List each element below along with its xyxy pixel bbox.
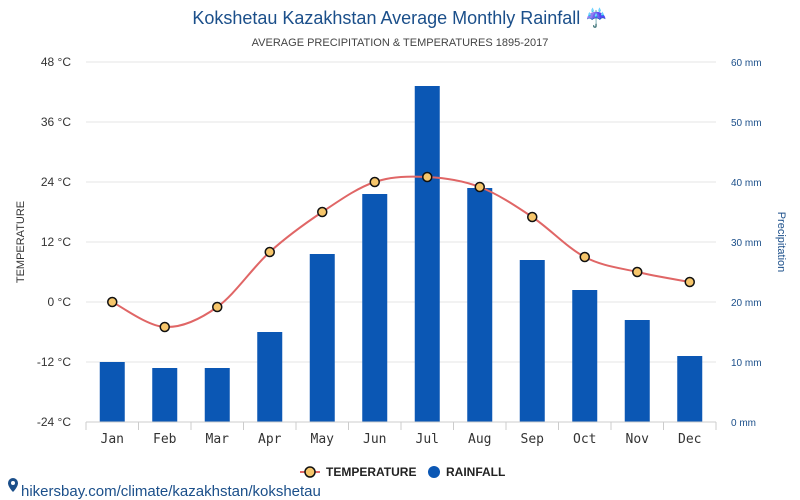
temperature-point xyxy=(684,276,695,288)
rainfall-bar xyxy=(309,254,335,422)
source-link[interactable]: hikersbay.com/climate/kazakhstan/kokshet… xyxy=(8,478,321,500)
chart-title: Kokshetau Kazakhstan Average Monthly Rai… xyxy=(192,7,607,28)
right-axis-title: Precipitation xyxy=(775,212,787,273)
temperature-point xyxy=(632,266,643,278)
rainfall-bar xyxy=(624,320,650,422)
x-tick-label: Sep xyxy=(521,432,545,447)
x-tick-label: Feb xyxy=(153,432,177,447)
rainfall-bar xyxy=(677,356,703,422)
legend-temperature-label: TEMPERATURE xyxy=(326,465,416,479)
x-tick-label: Jul xyxy=(416,432,439,447)
left-tick-label: 24 °C xyxy=(41,175,71,189)
temperature-point xyxy=(579,251,590,263)
left-axis-ticks: 48 °C 36 °C 24 °C 12 °C 0 °C -12 °C -24 °C xyxy=(37,55,71,429)
temperature-point xyxy=(107,296,118,308)
x-tick-label: Jan xyxy=(101,432,124,447)
temperature-point xyxy=(317,206,328,218)
x-tick-label: Aug xyxy=(468,432,491,447)
legend-rainfall-marker xyxy=(428,466,440,478)
rainfall-bar xyxy=(257,332,283,422)
right-tick-label: 20 mm xyxy=(731,298,762,309)
rainfall-bar xyxy=(572,290,598,422)
legend-temperature-marker xyxy=(304,466,316,478)
x-tick-label: Apr xyxy=(258,432,282,447)
right-axis-ticks: 60 mm 50 mm 40 mm 30 mm 20 mm 10 mm 0 mm xyxy=(731,58,762,429)
chart-subtitle: AVERAGE PRECIPITATION & TEMPERATURES 189… xyxy=(252,37,549,49)
temperature-point xyxy=(264,246,275,258)
x-axis: Jan Feb Mar Apr May Jun Jul Aug Sep Oct Nov Dec xyxy=(85,421,717,447)
left-tick-label: 36 °C xyxy=(41,115,71,129)
grid-lines xyxy=(86,61,716,423)
rainfall-bar xyxy=(99,362,125,422)
legend: TEMPERATURE RAINFALL xyxy=(300,465,505,479)
temperature-point xyxy=(527,211,538,223)
temperature-point xyxy=(422,171,433,183)
rainfall-bar xyxy=(362,194,388,422)
legend-rainfall-label: RAINFALL xyxy=(446,465,505,479)
x-tick-label: Nov xyxy=(626,432,650,447)
rainfall-bars xyxy=(99,86,703,422)
left-tick-label: 12 °C xyxy=(41,235,71,249)
x-tick-label: May xyxy=(311,432,335,447)
right-tick-label: 40 mm xyxy=(731,178,762,189)
temperature-line xyxy=(111,175,690,329)
right-tick-label: 10 mm xyxy=(731,358,762,369)
temperature-point xyxy=(212,301,223,313)
left-tick-label: -24 °C xyxy=(37,415,71,429)
right-tick-label: 60 mm xyxy=(731,58,762,69)
x-tick-label: Dec xyxy=(678,432,701,447)
x-tick-label: Jun xyxy=(363,432,386,447)
left-tick-label: 0 °C xyxy=(48,295,72,309)
right-tick-label: 30 mm xyxy=(731,238,762,249)
temperature-point xyxy=(369,176,380,188)
x-tick-label: Oct xyxy=(573,432,596,447)
temperature-point xyxy=(474,181,485,193)
rainfall-bar xyxy=(467,188,493,422)
rainfall-bar xyxy=(152,368,178,422)
temperature-line-layer xyxy=(107,171,695,333)
rainfall-bar xyxy=(204,368,230,422)
right-tick-label: 0 mm xyxy=(731,418,756,429)
x-tick-label: Mar xyxy=(206,432,230,447)
rainfall-bar xyxy=(519,260,545,422)
left-axis-title: TEMPERATURE xyxy=(15,201,27,283)
temperature-point xyxy=(159,321,170,333)
left-tick-label: -12 °C xyxy=(37,355,71,369)
right-tick-label: 50 mm xyxy=(731,118,762,129)
rainfall-bar xyxy=(414,86,440,422)
source-url[interactable]: hikersbay.com/climate/kazakhstan/kokshet… xyxy=(21,483,321,500)
left-tick-label: 48 °C xyxy=(41,55,71,69)
location-pin-icon xyxy=(8,478,18,492)
